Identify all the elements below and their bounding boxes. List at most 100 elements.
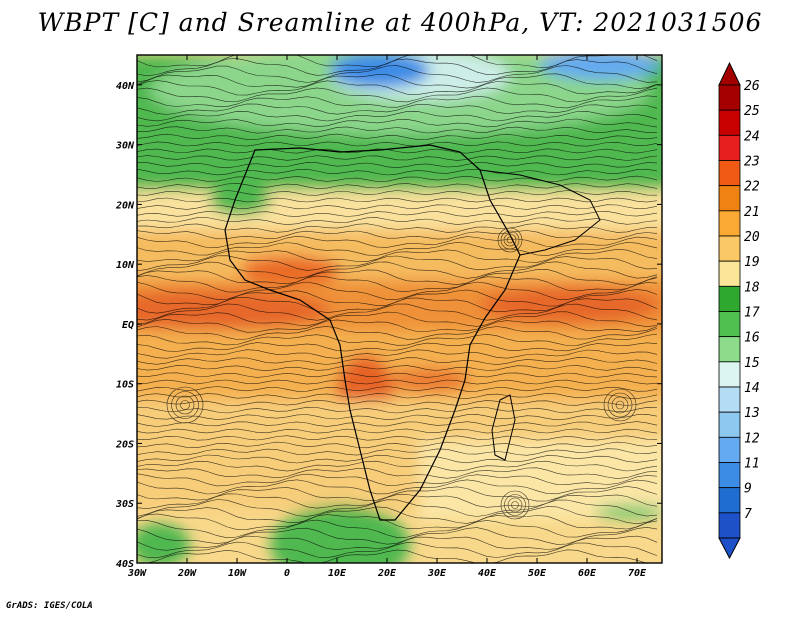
streamlines bbox=[137, 55, 658, 563]
lon-label: 70E bbox=[628, 568, 647, 579]
colorbar-label: 23 bbox=[744, 155, 760, 170]
streamline bbox=[137, 168, 658, 176]
streamline bbox=[137, 379, 658, 385]
streamline bbox=[137, 519, 658, 539]
streamline bbox=[137, 333, 658, 346]
streamline bbox=[137, 155, 658, 161]
colorbar-label: 16 bbox=[744, 331, 760, 346]
streamline bbox=[137, 55, 658, 68]
colorbar-label: 14 bbox=[744, 381, 760, 396]
colorbar-top-arrow bbox=[718, 61, 741, 86]
vortex-ring bbox=[504, 494, 526, 516]
coastline-arabia bbox=[479, 169, 601, 256]
streamline bbox=[137, 210, 658, 218]
streamline bbox=[137, 479, 658, 495]
vortex-ring bbox=[500, 490, 530, 520]
lat-label: 40S bbox=[116, 559, 134, 570]
streamline bbox=[137, 73, 658, 90]
colorbar-swatch bbox=[718, 109, 741, 136]
streamline bbox=[137, 103, 658, 115]
lon-label: 40E bbox=[478, 568, 497, 579]
coastline-africa bbox=[224, 144, 521, 521]
colorbar-label: 15 bbox=[744, 356, 760, 371]
streamline bbox=[137, 421, 658, 427]
streamline bbox=[137, 435, 658, 441]
streamline bbox=[137, 448, 658, 456]
streamline bbox=[137, 110, 658, 122]
vortex-ring bbox=[607, 392, 633, 418]
lon-label: 0 bbox=[284, 568, 290, 579]
streamline bbox=[137, 268, 658, 286]
colorbar-label: 11 bbox=[744, 457, 760, 472]
colorbar-label: 7 bbox=[744, 507, 752, 522]
streamline bbox=[137, 549, 648, 563]
lat-label: 10N bbox=[116, 260, 135, 271]
streamline bbox=[137, 486, 658, 502]
lon-label: 30W bbox=[127, 568, 147, 579]
streamline bbox=[137, 190, 658, 196]
colorbar-swatch bbox=[718, 512, 741, 539]
colorbar-label: 19 bbox=[744, 255, 760, 270]
map-title: WBPT [C] and Sreamline at 400hPa, VT: 20… bbox=[37, 8, 763, 37]
vortex-ring bbox=[180, 400, 190, 410]
streamline bbox=[137, 473, 658, 487]
axis-ticks bbox=[136, 55, 662, 564]
streamline bbox=[137, 365, 658, 372]
latitude-labels: 40N 30N 20N 10N EQ 10S 20S 30S 40S bbox=[115, 81, 135, 570]
grads-credit: GrADS: IGES/COLA bbox=[6, 601, 93, 611]
colorbar-swatch bbox=[718, 260, 741, 287]
vortex-ring bbox=[611, 396, 629, 414]
streamline bbox=[137, 372, 658, 378]
colorbar-swatch bbox=[718, 361, 741, 388]
colorbar-swatch bbox=[718, 134, 741, 161]
lon-label: 20E bbox=[377, 568, 397, 579]
streamline bbox=[137, 58, 658, 77]
vortex-ring bbox=[175, 395, 195, 415]
vortex-ring bbox=[511, 501, 519, 509]
streamline bbox=[137, 499, 658, 517]
colorbar-label: 25 bbox=[744, 104, 760, 119]
lat-label: 30S bbox=[115, 499, 134, 510]
coastline-madagascar bbox=[491, 394, 516, 461]
streamline bbox=[137, 493, 658, 510]
streamline bbox=[137, 261, 658, 279]
streamline bbox=[137, 318, 658, 333]
lat-label: EQ bbox=[122, 320, 134, 331]
streamline bbox=[137, 235, 658, 248]
streamline bbox=[137, 175, 658, 182]
streamline bbox=[137, 386, 658, 392]
streamline bbox=[137, 223, 657, 233]
vortex-ring bbox=[507, 497, 523, 513]
streamline bbox=[137, 342, 658, 352]
colorbar-swatch bbox=[718, 285, 741, 312]
streamline bbox=[137, 275, 658, 293]
streamline bbox=[137, 441, 658, 449]
streamline bbox=[137, 197, 658, 203]
lon-label: 20W bbox=[177, 568, 197, 579]
streamline bbox=[137, 118, 658, 128]
streamline bbox=[137, 399, 658, 406]
colorbar-label: 13 bbox=[744, 406, 760, 421]
streamline bbox=[137, 541, 658, 559]
vortex-ring bbox=[500, 230, 520, 250]
colorbar-label: 17 bbox=[744, 306, 760, 321]
vortex-ring bbox=[497, 227, 523, 253]
streamline bbox=[137, 141, 658, 147]
colorbar-swatch bbox=[718, 386, 741, 413]
vortex-ring bbox=[171, 391, 199, 419]
colorbar-swatch bbox=[718, 311, 741, 338]
streamline bbox=[137, 413, 658, 421]
streamline bbox=[137, 126, 657, 134]
streamline bbox=[137, 255, 658, 272]
colorbar-label: 9 bbox=[744, 482, 752, 497]
lat-label: 10S bbox=[116, 380, 134, 391]
streamline bbox=[137, 357, 658, 365]
streamline bbox=[137, 87, 658, 103]
colorbar-label: 20 bbox=[744, 230, 760, 245]
colorbar-label: 18 bbox=[744, 280, 760, 295]
streamline bbox=[137, 248, 658, 263]
colorbar-swatch bbox=[718, 487, 741, 514]
lon-label: 10E bbox=[328, 568, 347, 579]
lon-label: 30E bbox=[427, 568, 447, 579]
